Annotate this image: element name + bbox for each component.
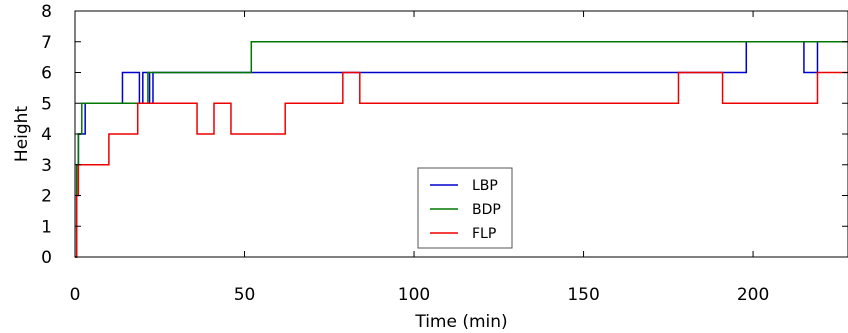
x-tick-label: 0 [70, 285, 81, 305]
x-tick-label: 150 [567, 285, 599, 305]
y-tick-label: 4 [41, 125, 52, 145]
x-tick-label: 100 [398, 285, 430, 305]
x-tick-label: 50 [234, 285, 256, 305]
legend-label-lbp: LBP [472, 178, 498, 194]
y-tick-label: 6 [41, 64, 52, 84]
y-tick-label: 0 [41, 248, 52, 268]
y-tick-label: 5 [41, 94, 52, 114]
y-tick-label: 3 [41, 156, 52, 176]
x-tick-label: 200 [737, 285, 769, 305]
legend-label-flp: FLP [472, 226, 496, 242]
y-tick-label: 7 [41, 33, 52, 53]
series-line-flp [75, 71, 848, 258]
legend-box [417, 167, 513, 249]
legend-label-bdp: BDP [472, 202, 501, 218]
ticks-layer: 0 50 100 150 200 0 1 2 3 4 5 6 7 8 [41, 2, 848, 305]
legend: LBP BDP FLP [417, 167, 513, 249]
y-tick-label: 1 [41, 217, 52, 237]
series-line-bdp [75, 41, 848, 258]
y-axis-label: Height [12, 106, 32, 163]
x-axis-label: Time (min) [414, 312, 507, 332]
y-tick-label: 8 [41, 2, 52, 22]
y-tick-label: 2 [41, 187, 52, 207]
